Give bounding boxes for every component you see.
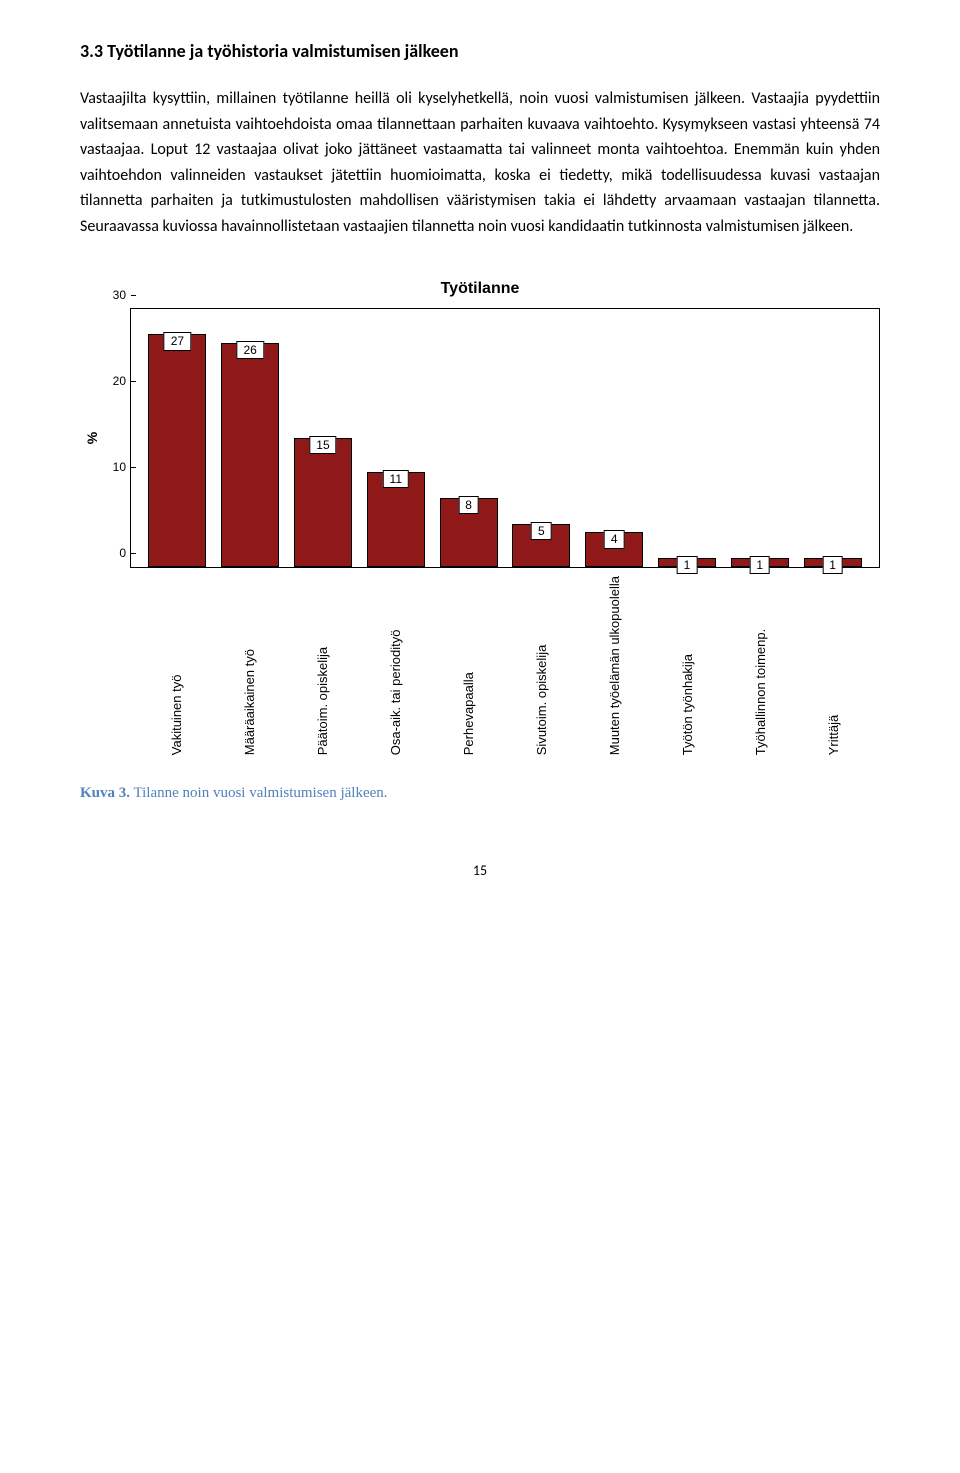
bar: 27 bbox=[148, 334, 206, 566]
bar-slot: 27 bbox=[141, 309, 214, 567]
bar-value-label: 1 bbox=[749, 556, 770, 574]
x-category-label: Työhallinnon toimenp. bbox=[724, 568, 797, 755]
bar-slot: 11 bbox=[359, 309, 432, 567]
bar-value-label: 11 bbox=[383, 470, 409, 488]
bar-chart: Työtilanne % 0102030 27261511854111 Vaki… bbox=[80, 280, 880, 755]
bar: 26 bbox=[221, 343, 279, 567]
y-axis: 0102030 bbox=[91, 309, 126, 567]
x-axis: Vakituinen työMääräaikainen työPäätoim. … bbox=[130, 568, 880, 755]
x-category-label: Sivutoim. opiskelija bbox=[505, 568, 578, 755]
bar-value-label: 27 bbox=[164, 332, 191, 350]
x-category-label: Osa-aik. tai periodityö bbox=[359, 568, 432, 755]
x-category-label: Vakituinen työ bbox=[140, 568, 213, 755]
bar-slot: 4 bbox=[578, 309, 651, 567]
bar-slot: 1 bbox=[796, 309, 869, 567]
bar-value-label: 1 bbox=[822, 556, 843, 574]
bar: 8 bbox=[440, 498, 498, 567]
body-paragraph: Vastaajilta kysyttiin, millainen työtila… bbox=[80, 86, 880, 240]
bar-slot: 5 bbox=[505, 309, 578, 567]
bar-value-label: 5 bbox=[531, 522, 552, 540]
bar-slot: 15 bbox=[287, 309, 360, 567]
chart-title: Työtilanne bbox=[80, 280, 880, 298]
bar: 5 bbox=[512, 524, 570, 567]
bar-value-label: 26 bbox=[237, 341, 264, 359]
bar: 4 bbox=[585, 532, 643, 566]
figure-caption: Kuva 3. Tilanne noin vuosi valmistumisen… bbox=[80, 785, 880, 802]
x-category-label: Määräaikainen työ bbox=[213, 568, 286, 755]
bar-value-label: 15 bbox=[309, 436, 336, 454]
y-tick: 0 bbox=[91, 546, 126, 560]
bar-value-label: 1 bbox=[677, 556, 698, 574]
bar: 1 bbox=[658, 558, 716, 567]
bar-value-label: 4 bbox=[604, 530, 625, 548]
bar-slot: 1 bbox=[723, 309, 796, 567]
bar-slot: 1 bbox=[651, 309, 724, 567]
bar: 1 bbox=[731, 558, 789, 567]
bar-value-label: 8 bbox=[458, 496, 479, 514]
caption-text: Tilanne noin vuosi valmistumisen jälkeen… bbox=[130, 785, 388, 801]
page-number: 15 bbox=[80, 862, 880, 879]
x-category-label: Muuten työelämän ulkopuolella bbox=[578, 568, 651, 755]
bar: 15 bbox=[294, 438, 352, 567]
chart-plot-area: % 0102030 27261511854111 bbox=[130, 308, 880, 568]
bar: 11 bbox=[367, 472, 425, 567]
section-heading: 3.3 Työtilanne ja työhistoria valmistumi… bbox=[80, 40, 880, 62]
x-category-label: Perhevapaalla bbox=[432, 568, 505, 755]
bar-slot: 8 bbox=[432, 309, 505, 567]
bar: 1 bbox=[804, 558, 862, 567]
x-category-label: Päätoim. opiskelija bbox=[286, 568, 359, 755]
x-category-label: Työtön työnhakija bbox=[651, 568, 724, 755]
x-category-label: Yrittäjä bbox=[797, 568, 870, 755]
y-tick: 10 bbox=[91, 460, 126, 474]
y-tick: 30 bbox=[91, 288, 126, 302]
caption-number: Kuva 3. bbox=[80, 785, 130, 801]
y-tick: 20 bbox=[91, 374, 126, 388]
bar-slot: 26 bbox=[214, 309, 287, 567]
